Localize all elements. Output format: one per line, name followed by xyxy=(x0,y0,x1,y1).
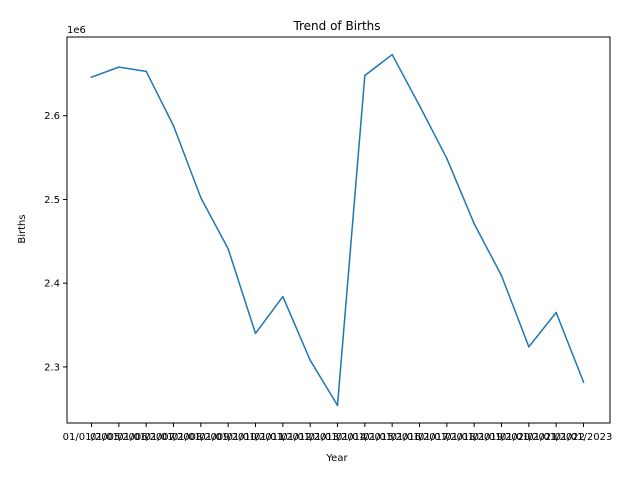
x-tick-label: 01/01/2012 xyxy=(254,432,312,443)
x-tick-label: 01/01/2014 xyxy=(309,432,367,443)
data-point xyxy=(90,76,93,78)
x-tick-label: 01/01/2007 xyxy=(117,432,175,443)
data-point xyxy=(446,157,448,160)
data-point xyxy=(282,295,284,298)
x-tick-label: 01/01/2017 xyxy=(391,432,449,443)
y-tick-label: 2.3 xyxy=(44,362,60,373)
x-tick-label: 01/01/2015 xyxy=(336,432,394,443)
y-tick-label: 2.4 xyxy=(44,279,60,290)
data-point xyxy=(364,74,366,77)
series-layer xyxy=(90,53,585,407)
data-point xyxy=(336,404,339,407)
data-point xyxy=(145,70,147,73)
y-axis-label: Births xyxy=(17,214,28,243)
x-axis-label: Year xyxy=(325,453,348,464)
data-point xyxy=(118,66,120,68)
x-tick-label: 01/01/2023 xyxy=(555,432,613,443)
x-tick-label: 01/01/2008 xyxy=(145,432,203,443)
x-tick-label: 01/01/2005 xyxy=(63,432,121,443)
y-tick-label: 2.6 xyxy=(44,111,60,122)
data-point xyxy=(528,346,530,348)
y-offset-label: 1e6 xyxy=(67,25,86,36)
x-tick-label: 01/01/2009 xyxy=(172,432,230,443)
data-point xyxy=(200,197,202,199)
x-tick-label: 01/01/2019 xyxy=(445,432,503,443)
data-point xyxy=(582,381,585,383)
data-point xyxy=(473,222,475,225)
x-tick-label: 01/01/2022 xyxy=(527,432,585,443)
data-point xyxy=(254,332,257,335)
x-tick-label: 01/01/2010 xyxy=(199,432,257,443)
x-tick-label: 01/01/2020 xyxy=(473,432,531,443)
chart-title: Trend of Births xyxy=(292,19,380,33)
data-point xyxy=(309,359,311,361)
plot-frame xyxy=(66,36,611,424)
data-point xyxy=(418,104,421,107)
y-tick-label: 2.5 xyxy=(44,195,60,206)
series-line xyxy=(90,53,585,407)
x-tick-label: 01/01/2016 xyxy=(363,432,421,443)
data-point xyxy=(391,53,393,56)
axes: 01/01/200501/01/200601/01/200701/01/2008… xyxy=(44,36,613,443)
data-point xyxy=(555,311,557,314)
x-tick-label: 01/01/2006 xyxy=(90,432,148,443)
x-tick-label: 01/01/2018 xyxy=(418,432,476,443)
x-tick-label: 01/01/2011 xyxy=(227,432,285,443)
x-tick-label: 01/01/2021 xyxy=(500,432,558,443)
x-tick-label: 01/01/2013 xyxy=(281,432,339,443)
data-point xyxy=(500,274,503,277)
data-point xyxy=(172,125,175,127)
data-point xyxy=(227,248,229,250)
